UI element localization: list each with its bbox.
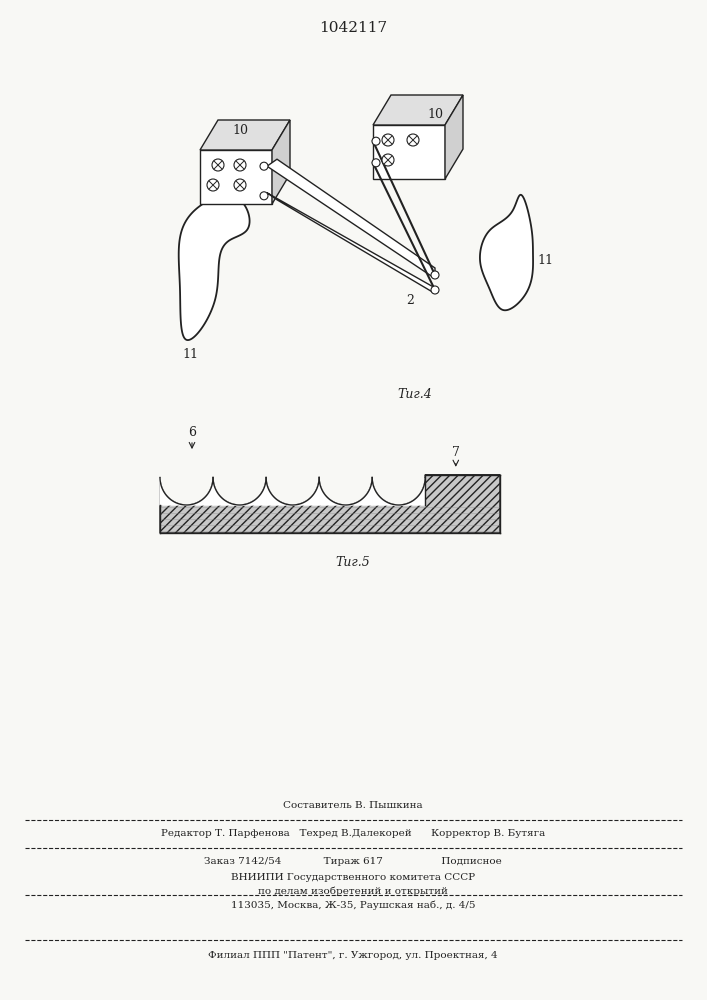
Circle shape [431, 286, 439, 294]
Polygon shape [200, 150, 272, 204]
Polygon shape [267, 159, 435, 278]
Polygon shape [200, 120, 290, 150]
Circle shape [382, 134, 394, 146]
Text: 11: 11 [537, 253, 553, 266]
Circle shape [260, 192, 268, 200]
Text: 113035, Москва, Ж-35, Раушская наб., д. 4/5: 113035, Москва, Ж-35, Раушская наб., д. … [230, 900, 475, 910]
Text: 1042117: 1042117 [319, 21, 387, 35]
Polygon shape [160, 475, 500, 533]
Circle shape [431, 271, 439, 279]
Text: Составитель В. Пышкина: Составитель В. Пышкина [284, 801, 423, 810]
Polygon shape [373, 95, 463, 125]
Text: 10: 10 [232, 123, 248, 136]
Polygon shape [319, 478, 372, 505]
Text: 10: 10 [427, 108, 443, 121]
Polygon shape [372, 478, 425, 505]
Circle shape [382, 154, 394, 166]
Text: 6: 6 [188, 426, 196, 438]
Text: ВНИИПИ Государственного комитета СССР: ВНИИПИ Государственного комитета СССР [231, 872, 475, 882]
Text: Τиг.5: Τиг.5 [336, 556, 370, 570]
Circle shape [234, 179, 246, 191]
Circle shape [260, 162, 268, 170]
Circle shape [234, 159, 246, 171]
Text: Редактор Т. Парфенова   Техред В.Далекорей      Корректор В. Бутяга: Редактор Т. Парфенова Техред В.Далекорей… [161, 830, 545, 838]
Polygon shape [373, 125, 445, 179]
Text: Филиал ППП "Патент", г. Ужгород, ул. Проектная, 4: Филиал ППП "Патент", г. Ужгород, ул. Про… [208, 950, 498, 960]
Circle shape [407, 134, 419, 146]
Polygon shape [213, 478, 266, 505]
Polygon shape [272, 120, 290, 204]
Text: 7: 7 [452, 446, 460, 459]
Circle shape [372, 159, 380, 167]
Polygon shape [445, 95, 463, 179]
Circle shape [212, 159, 224, 171]
Polygon shape [160, 478, 213, 505]
Text: Заказ 7142/54             Тираж 617                  Подписное: Заказ 7142/54 Тираж 617 Подписное [204, 856, 502, 865]
Text: 11: 11 [182, 349, 198, 361]
Polygon shape [179, 196, 250, 340]
Polygon shape [480, 195, 533, 310]
Circle shape [207, 179, 219, 191]
Polygon shape [267, 193, 435, 294]
Text: Τиг.4: Τиг.4 [397, 388, 433, 401]
Text: 2: 2 [406, 294, 414, 306]
Text: по делам изобретений и открытий: по делам изобретений и открытий [258, 886, 448, 896]
Circle shape [372, 137, 380, 145]
Polygon shape [266, 478, 319, 505]
